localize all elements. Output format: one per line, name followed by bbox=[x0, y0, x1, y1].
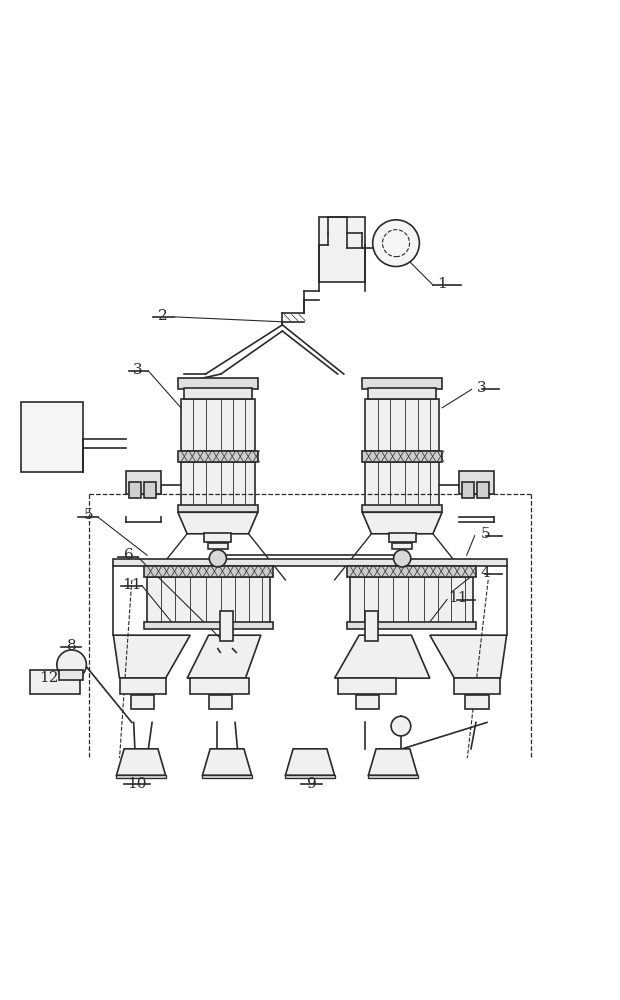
Bar bbox=[129, 482, 141, 498]
Text: 4: 4 bbox=[480, 566, 490, 580]
Polygon shape bbox=[187, 635, 261, 678]
Circle shape bbox=[209, 550, 226, 567]
Bar bbox=[368, 388, 436, 399]
Bar bbox=[350, 577, 473, 623]
Polygon shape bbox=[117, 749, 166, 775]
Polygon shape bbox=[430, 635, 507, 678]
Bar bbox=[144, 622, 273, 629]
Polygon shape bbox=[178, 512, 258, 534]
Bar bbox=[362, 451, 442, 462]
Bar bbox=[208, 543, 228, 549]
Polygon shape bbox=[368, 749, 417, 775]
Polygon shape bbox=[335, 635, 430, 678]
Bar bbox=[365, 462, 439, 506]
Bar bbox=[365, 611, 378, 641]
Bar bbox=[126, 471, 161, 494]
Bar bbox=[362, 378, 442, 389]
Bar bbox=[178, 505, 258, 512]
Bar bbox=[392, 543, 412, 549]
Bar bbox=[190, 678, 249, 694]
Bar bbox=[120, 678, 166, 694]
Text: 1: 1 bbox=[437, 277, 447, 291]
Bar bbox=[208, 695, 232, 709]
Bar bbox=[389, 533, 415, 542]
Text: 12: 12 bbox=[39, 671, 59, 685]
Bar bbox=[362, 505, 442, 512]
Bar bbox=[181, 399, 255, 451]
Bar bbox=[203, 775, 252, 778]
Bar bbox=[285, 775, 335, 778]
Text: 11: 11 bbox=[448, 591, 467, 605]
Bar bbox=[338, 678, 396, 694]
Bar bbox=[347, 566, 476, 577]
Text: 10: 10 bbox=[127, 777, 146, 791]
Bar bbox=[144, 566, 273, 577]
Text: 8: 8 bbox=[67, 639, 76, 653]
Bar bbox=[184, 388, 252, 399]
Bar bbox=[220, 611, 232, 641]
Text: 3: 3 bbox=[133, 363, 143, 377]
Bar bbox=[178, 378, 258, 389]
Bar bbox=[368, 775, 417, 778]
Circle shape bbox=[394, 550, 411, 567]
Bar bbox=[477, 482, 489, 498]
Bar bbox=[131, 695, 154, 709]
Text: 5: 5 bbox=[481, 527, 490, 541]
Bar bbox=[347, 622, 476, 629]
Bar bbox=[144, 482, 156, 498]
Bar bbox=[462, 482, 474, 498]
Bar bbox=[365, 399, 439, 451]
Bar bbox=[30, 670, 79, 694]
Polygon shape bbox=[203, 749, 252, 775]
Text: 11: 11 bbox=[122, 578, 141, 592]
Circle shape bbox=[373, 220, 419, 267]
Text: 9: 9 bbox=[307, 777, 317, 791]
Text: 3: 3 bbox=[477, 381, 487, 395]
Text: 2: 2 bbox=[157, 309, 167, 323]
Text: 5: 5 bbox=[84, 508, 94, 522]
Bar bbox=[117, 775, 166, 778]
Bar bbox=[60, 670, 82, 680]
Bar bbox=[319, 217, 365, 282]
Bar bbox=[181, 462, 255, 506]
Polygon shape bbox=[362, 512, 442, 534]
Text: 6: 6 bbox=[124, 548, 134, 562]
Polygon shape bbox=[113, 635, 190, 678]
Bar bbox=[454, 678, 500, 694]
Bar bbox=[178, 451, 258, 462]
Circle shape bbox=[57, 650, 86, 679]
Bar bbox=[459, 471, 494, 494]
Bar bbox=[356, 695, 379, 709]
Bar bbox=[113, 559, 507, 566]
Circle shape bbox=[391, 716, 411, 736]
Bar bbox=[147, 577, 270, 623]
Bar bbox=[21, 402, 82, 472]
Bar bbox=[466, 695, 489, 709]
Bar bbox=[205, 533, 231, 542]
Polygon shape bbox=[285, 749, 335, 775]
